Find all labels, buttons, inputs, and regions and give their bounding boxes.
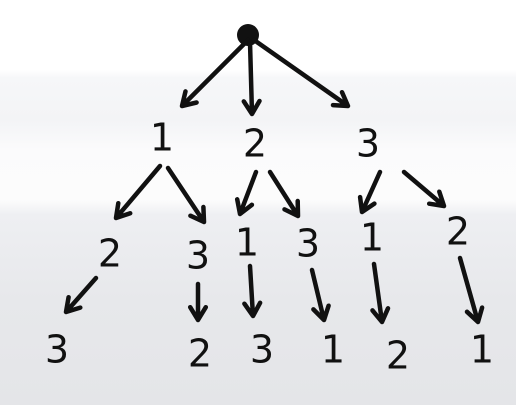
leaf-1-3-2: 2	[188, 332, 212, 376]
arrow-2-to-1	[234, 169, 259, 217]
node-1: 1	[150, 116, 174, 160]
arrow-2-3-to-1	[309, 267, 331, 323]
node-1-2: 2	[98, 232, 122, 276]
arrow-3-2-to-1	[457, 255, 485, 325]
arrow-3-to-1	[357, 169, 383, 215]
arrow-1-3-to-2	[187, 281, 209, 323]
arrow-3-to-2	[401, 169, 447, 209]
node-1-3: 3	[186, 234, 210, 278]
leaf-2-1-3: 3	[250, 328, 274, 372]
arrow-1-to-2	[113, 163, 163, 221]
arrow-1-2-to-3	[63, 275, 99, 315]
node-2: 2	[243, 122, 267, 166]
node-2-1: 1	[235, 221, 259, 265]
leaf-3-1-2: 2	[386, 334, 410, 378]
node-3-1: 1	[360, 216, 384, 260]
arrow-1-to-3	[165, 165, 207, 225]
arrow-2-1-to-3	[242, 263, 263, 319]
node-2-3: 3	[296, 222, 320, 266]
node-3-2: 2	[446, 210, 470, 254]
node-3: 3	[356, 122, 380, 166]
leaf-1-2-3: 3	[45, 328, 69, 372]
leaf-3-2-1: 1	[470, 328, 494, 372]
arrow-root-to-1	[179, 37, 251, 109]
arrow-2-to-3	[267, 169, 301, 219]
leaf-2-3-1: 1	[321, 328, 345, 372]
arrow-3-1-to-2	[370, 261, 391, 325]
arrow-root-to-2	[241, 39, 262, 117]
arrow-root-to-3	[251, 37, 351, 109]
